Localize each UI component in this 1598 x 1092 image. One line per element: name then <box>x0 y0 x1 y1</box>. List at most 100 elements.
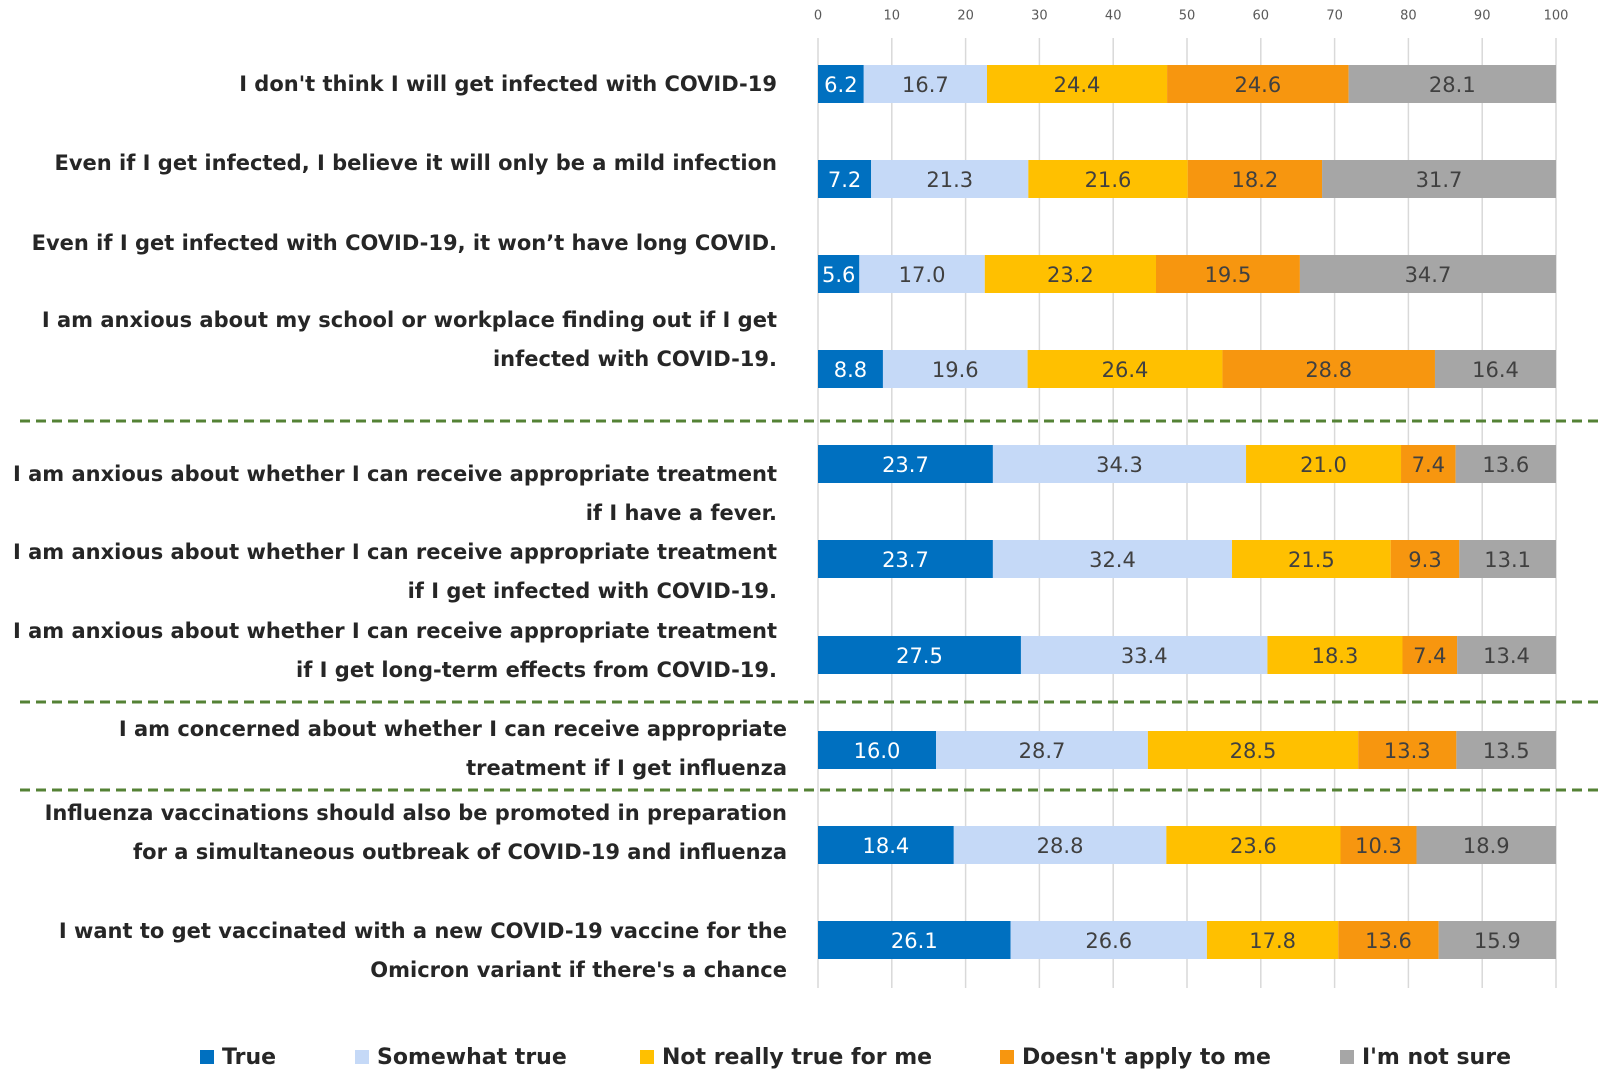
bar-segment <box>992 540 1233 578</box>
bar-segment <box>818 826 954 864</box>
bar-segment <box>1401 445 1456 483</box>
data-label: 17.0 <box>899 263 946 287</box>
data-label: 21.3 <box>926 168 973 192</box>
bar-segment <box>1156 255 1300 293</box>
bar-segment <box>818 540 993 578</box>
bar-segment <box>818 636 1021 674</box>
data-label: 6.2 <box>824 73 857 97</box>
bar-segment <box>1166 826 1341 864</box>
bar-segment <box>1167 65 1349 103</box>
data-label: 10.3 <box>1355 834 1402 858</box>
bar-segment <box>818 731 937 769</box>
data-label: 19.6 <box>932 358 979 382</box>
data-label: 28.8 <box>1305 358 1352 382</box>
data-label: 23.6 <box>1230 834 1277 858</box>
bar-segment <box>1232 540 1391 578</box>
bar-segment <box>1010 921 1207 959</box>
data-label: 19.5 <box>1205 263 1252 287</box>
bar-segment <box>818 65 864 103</box>
bar-segment <box>1416 826 1556 864</box>
bar-segment <box>818 160 872 198</box>
bar-segment <box>871 160 1029 198</box>
data-label: 5.6 <box>822 263 855 287</box>
data-label: 7.2 <box>828 168 861 192</box>
bar-segment <box>1222 350 1435 388</box>
separators <box>20 419 1598 792</box>
data-label: 24.4 <box>1054 73 1101 97</box>
bar-segment <box>1340 826 1417 864</box>
data-label: 24.6 <box>1234 73 1281 97</box>
x-tick-label: 100 <box>1544 9 1569 24</box>
x-tick-label: 90 <box>1474 9 1491 24</box>
legend-swatch <box>640 1050 654 1064</box>
bar-segment <box>1299 255 1556 293</box>
data-label: 27.5 <box>896 644 943 668</box>
bar-segment <box>1456 731 1556 769</box>
data-label: 32.4 <box>1089 548 1136 572</box>
category-label: Influenza vaccinations should also be pr… <box>44 801 787 864</box>
bar-segment <box>1267 636 1403 674</box>
x-tick-label: 20 <box>957 9 974 24</box>
bar-segment <box>1020 636 1268 674</box>
bar-segment <box>818 255 860 293</box>
bar-segment <box>1402 636 1458 674</box>
data-label: 23.7 <box>882 453 929 477</box>
bar-segment <box>1390 540 1460 578</box>
data-label: 28.1 <box>1429 73 1476 97</box>
data-label: 21.0 <box>1300 453 1347 477</box>
bar-segment <box>1358 731 1457 769</box>
data-label: 13.6 <box>1482 453 1529 477</box>
data-label: 21.5 <box>1288 548 1335 572</box>
bar-segment <box>859 255 985 293</box>
legend-swatch <box>200 1050 214 1064</box>
bar-segment <box>1348 65 1556 103</box>
category-label: I want to get vaccinated with a new COVI… <box>58 919 787 982</box>
bar-segment <box>863 65 988 103</box>
data-label: 18.4 <box>863 834 910 858</box>
data-label: 13.5 <box>1483 739 1530 763</box>
category-label: I am anxious about my school or workplac… <box>41 308 777 371</box>
bar-segment <box>818 921 1011 959</box>
data-label: 18.2 <box>1232 168 1279 192</box>
category-label: I am concerned about whether I can recei… <box>118 717 787 780</box>
bar-segment <box>882 350 1028 388</box>
bar-segment <box>1246 445 1402 483</box>
data-label: 16.7 <box>902 73 949 97</box>
bar-segment <box>1455 445 1556 483</box>
data-label: 23.2 <box>1047 263 1094 287</box>
data-label: 13.6 <box>1365 929 1412 953</box>
x-tick-label: 30 <box>1031 9 1048 24</box>
data-label: 33.4 <box>1121 644 1168 668</box>
legend-swatch <box>1000 1050 1014 1064</box>
data-label: 7.4 <box>1412 453 1445 477</box>
legend-swatch <box>1340 1050 1354 1064</box>
bar-segment <box>987 65 1168 103</box>
data-label: 9.3 <box>1408 548 1441 572</box>
data-label: 26.6 <box>1085 929 1132 953</box>
bar-segment <box>1438 921 1556 959</box>
data-label: 7.4 <box>1413 644 1446 668</box>
legend-label: Somewhat true <box>377 1045 567 1070</box>
data-label: 16.0 <box>854 739 901 763</box>
data-label: 18.9 <box>1463 834 1510 858</box>
x-tick-label: 80 <box>1400 9 1417 24</box>
bar-segment <box>1457 636 1556 674</box>
data-label: 15.9 <box>1474 929 1521 953</box>
x-tick-label: 40 <box>1105 9 1122 24</box>
bar-segment <box>953 826 1167 864</box>
category-label: I am anxious about whether I can receive… <box>12 462 777 525</box>
bar-segment <box>992 445 1247 483</box>
bar-segment <box>936 731 1148 769</box>
data-label: 28.7 <box>1019 739 1066 763</box>
bar-segment <box>1434 350 1556 388</box>
data-label: 28.8 <box>1037 834 1084 858</box>
data-label: 34.7 <box>1405 263 1452 287</box>
bar-segment <box>1322 160 1556 198</box>
x-tick-label: 10 <box>884 9 901 24</box>
x-tick-label: 60 <box>1253 9 1270 24</box>
data-label: 17.8 <box>1249 929 1296 953</box>
data-label: 8.8 <box>834 358 867 382</box>
bar-segment <box>984 255 1157 293</box>
